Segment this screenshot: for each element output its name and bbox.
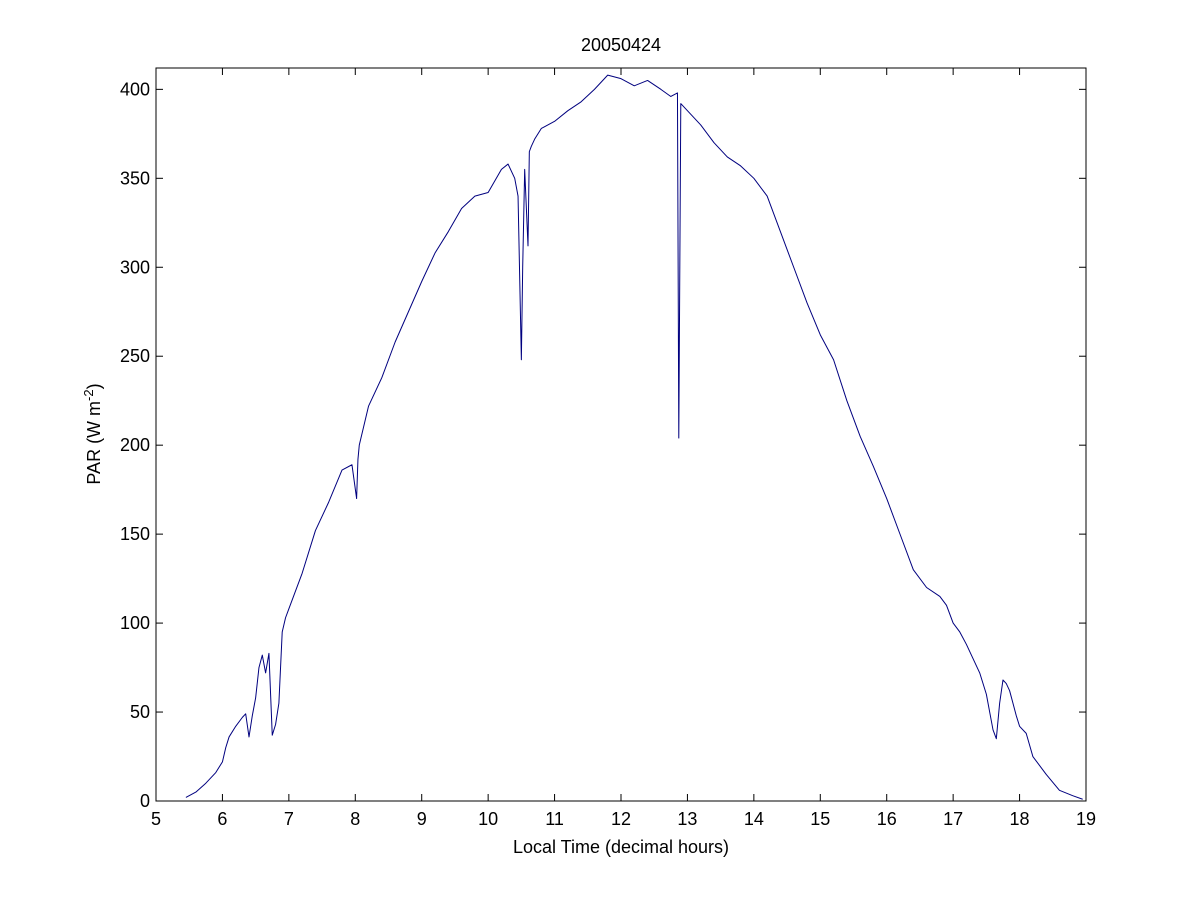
y-tick-label: 100	[120, 613, 150, 633]
x-tick-label: 7	[284, 809, 294, 829]
x-tick-label: 6	[217, 809, 227, 829]
x-axis-label: Local Time (decimal hours)	[513, 837, 729, 857]
y-tick-label: 200	[120, 435, 150, 455]
y-tick-label: 50	[130, 702, 150, 722]
y-axis-label-text: PAR (W m	[84, 401, 104, 485]
y-axis-label-suffix: )	[84, 383, 104, 389]
data-series	[185, 74, 1083, 800]
x-tick-label: 12	[611, 809, 631, 829]
x-tick-label: 17	[943, 809, 963, 829]
x-tick-label: 14	[744, 809, 764, 829]
y-tick-label: 150	[120, 524, 150, 544]
x-tick-label: 16	[877, 809, 897, 829]
x-tick-label: 10	[478, 809, 498, 829]
y-tick-label: 0	[140, 791, 150, 811]
y-tick-label: 350	[120, 168, 150, 188]
x-tick-label: 13	[677, 809, 697, 829]
y-axis-label: PAR (W m-2)	[81, 383, 104, 484]
y-tick-label: 300	[120, 257, 150, 277]
y-tick-label: 400	[120, 79, 150, 99]
axis-ticks: 5 6 7 8 9 10 11 12 13 14 15 16 17 18 19 0 50 100 150 200 250…	[120, 68, 1096, 829]
series-line-0	[185, 74, 1083, 800]
x-tick-label: 5	[151, 809, 161, 829]
x-tick-label: 19	[1076, 809, 1096, 829]
x-tick-label: 8	[350, 809, 360, 829]
chart-title: 20050424	[581, 35, 661, 55]
y-axis-label-superscript: -2	[81, 389, 96, 401]
x-tick-label: 15	[810, 809, 830, 829]
x-tick-label: 18	[1010, 809, 1030, 829]
y-tick-label: 250	[120, 346, 150, 366]
x-tick-label: 11	[545, 809, 564, 829]
x-tick-label: 9	[417, 809, 427, 829]
plot-area-frame	[155, 67, 1087, 802]
